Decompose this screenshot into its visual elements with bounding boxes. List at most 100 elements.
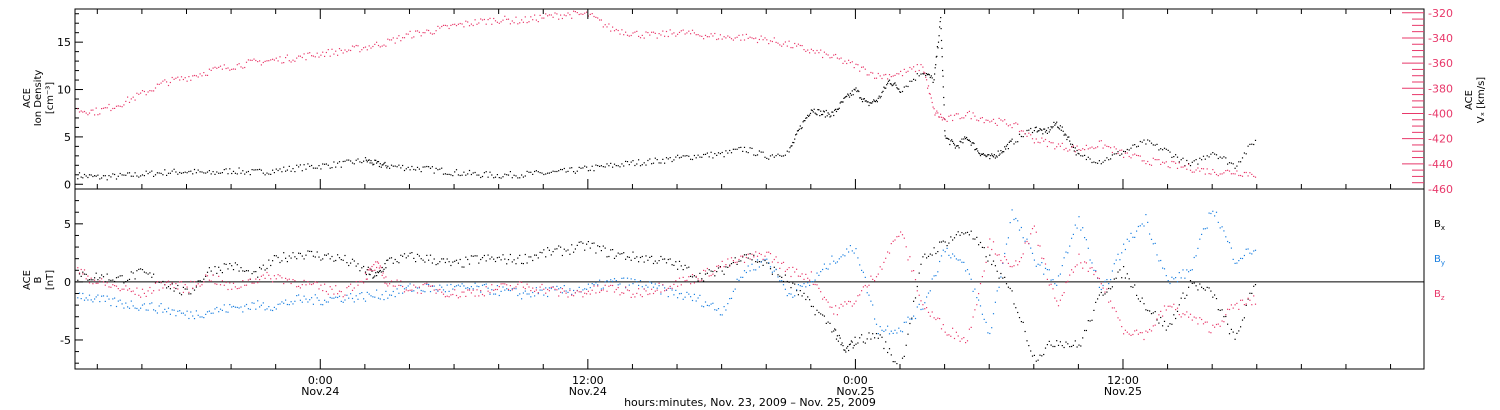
vx-point bbox=[136, 92, 138, 94]
bz-point bbox=[143, 292, 145, 294]
vx-point bbox=[970, 118, 972, 120]
bx-point bbox=[320, 259, 322, 261]
density-point bbox=[841, 101, 843, 103]
density-point bbox=[1121, 153, 1123, 155]
bx-point bbox=[935, 252, 937, 255]
top-right-ytick-label: -320 bbox=[1428, 7, 1453, 20]
density-point bbox=[1061, 126, 1063, 128]
bz-point bbox=[1015, 260, 1017, 262]
vx-point bbox=[108, 103, 110, 106]
bx-point bbox=[836, 335, 838, 337]
bz-point bbox=[219, 284, 222, 286]
density-point bbox=[981, 153, 983, 155]
by-point bbox=[684, 296, 686, 298]
vx-point bbox=[1050, 142, 1052, 144]
bz-point bbox=[979, 283, 982, 285]
bz-point bbox=[1035, 231, 1037, 233]
vx-point bbox=[563, 14, 565, 16]
bx-point bbox=[273, 255, 275, 257]
bx-point bbox=[153, 273, 155, 275]
vx-point bbox=[779, 44, 781, 46]
bx-point bbox=[1082, 337, 1084, 339]
density-point bbox=[199, 171, 201, 173]
density-point bbox=[994, 157, 996, 159]
bz-point bbox=[805, 273, 807, 275]
density-point bbox=[875, 99, 878, 101]
by-point bbox=[145, 309, 147, 311]
vx-point bbox=[446, 25, 448, 27]
bz-point bbox=[476, 289, 478, 291]
bx-point bbox=[151, 276, 153, 278]
bz-point bbox=[327, 293, 329, 295]
density-point bbox=[1054, 124, 1056, 126]
vx-point bbox=[634, 31, 636, 33]
by-point bbox=[115, 305, 118, 308]
density-point bbox=[1043, 128, 1045, 130]
bz-point bbox=[851, 305, 853, 307]
by-point bbox=[515, 288, 517, 290]
bz-point bbox=[385, 276, 387, 278]
bz-point bbox=[678, 277, 681, 279]
by-point bbox=[522, 292, 524, 294]
vx-point bbox=[266, 60, 268, 62]
bz-point bbox=[1104, 291, 1106, 293]
bx-point bbox=[656, 262, 658, 264]
vx-point bbox=[1247, 175, 1249, 177]
bz-point bbox=[333, 293, 335, 295]
by-point bbox=[147, 309, 149, 311]
vx-point bbox=[1067, 150, 1069, 152]
density-point bbox=[134, 172, 136, 174]
density-point bbox=[1004, 146, 1006, 148]
by-point bbox=[1067, 252, 1069, 254]
density-point bbox=[914, 79, 917, 81]
density-point bbox=[156, 172, 158, 174]
vx-point bbox=[180, 76, 183, 78]
bx-point bbox=[853, 344, 855, 347]
vx-point bbox=[584, 12, 586, 14]
by-point bbox=[108, 298, 110, 300]
vx-point bbox=[1124, 152, 1126, 154]
density-point bbox=[1119, 154, 1121, 156]
by-point bbox=[992, 313, 995, 315]
bz-point bbox=[1056, 300, 1058, 302]
bx-point bbox=[847, 345, 849, 348]
by-point bbox=[1117, 253, 1119, 255]
density-point bbox=[938, 35, 940, 37]
by-point bbox=[1044, 267, 1047, 269]
density-point bbox=[221, 172, 223, 174]
by-point bbox=[1018, 229, 1021, 231]
density-point bbox=[1076, 149, 1078, 152]
by-point bbox=[275, 308, 277, 310]
by-point bbox=[459, 285, 461, 287]
bx-point bbox=[937, 251, 939, 253]
bz-point bbox=[494, 288, 497, 291]
density-point bbox=[1072, 146, 1074, 148]
by-point bbox=[474, 282, 476, 284]
bz-point bbox=[864, 284, 866, 287]
vx-point bbox=[1236, 170, 1238, 172]
density-point bbox=[1100, 163, 1102, 165]
bz-point bbox=[1145, 330, 1147, 332]
x-tick-date-label: Nov.24 bbox=[301, 385, 339, 398]
bx-point bbox=[1139, 300, 1141, 302]
bz-point bbox=[645, 290, 647, 292]
vx-point bbox=[1026, 135, 1028, 137]
by-point bbox=[164, 308, 166, 310]
by-point bbox=[887, 325, 889, 327]
bx-point bbox=[560, 246, 562, 248]
by-point bbox=[784, 288, 786, 290]
density-point bbox=[925, 74, 927, 77]
vx-point bbox=[1253, 175, 1255, 177]
density-point bbox=[995, 155, 997, 157]
bx-point bbox=[664, 258, 666, 260]
bx-point bbox=[85, 273, 87, 275]
bx-point bbox=[782, 280, 785, 283]
bz-point bbox=[595, 292, 597, 294]
by-point bbox=[143, 303, 145, 305]
by-point bbox=[273, 306, 275, 308]
bx-point bbox=[298, 252, 300, 254]
bx-point bbox=[1084, 329, 1086, 332]
density-point bbox=[338, 161, 341, 163]
density-point bbox=[285, 170, 287, 172]
bz-point bbox=[1071, 269, 1073, 271]
